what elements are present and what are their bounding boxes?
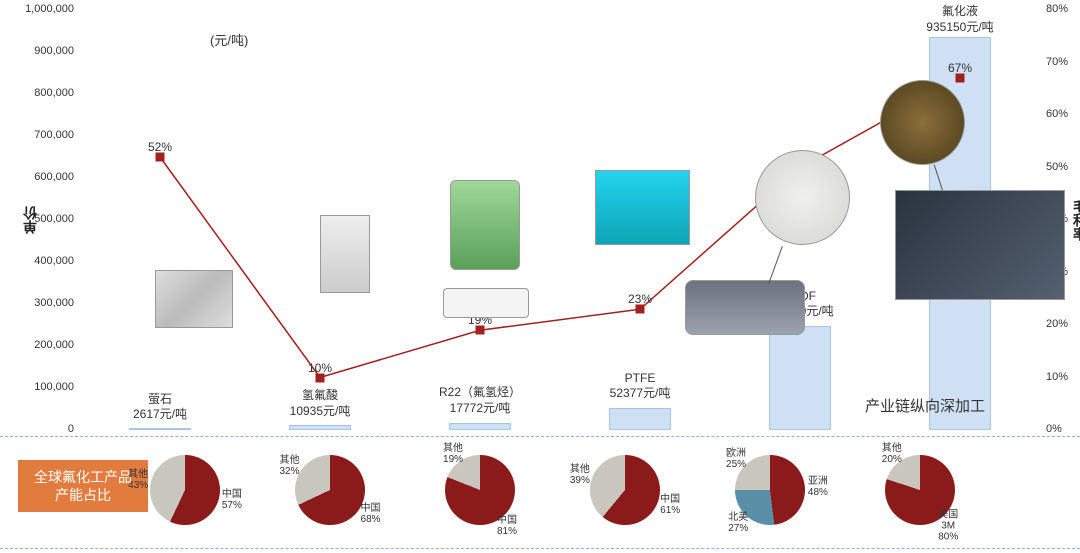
y-left-tick: 100,000 (14, 381, 74, 393)
price-bar (769, 326, 831, 430)
y-right-tick: 20% (1046, 318, 1080, 330)
margin-value-label: 23% (628, 292, 652, 306)
y-right-tick: 50% (1046, 161, 1080, 173)
y-left-tick: 600,000 (14, 171, 74, 183)
pie-slice-label: 中国61% (660, 494, 680, 516)
y-right-tick: 70% (1046, 56, 1080, 68)
product-image-pvdf-powder (755, 150, 850, 245)
pie-slice-label: 中国81% (497, 515, 517, 537)
pie-slice-label: 亚洲48% (808, 476, 828, 498)
y-left-tick: 800,000 (14, 87, 74, 99)
capacity-pie: 美国3M80%其他20% (885, 455, 955, 525)
product-image-ptfe-sheet (595, 170, 690, 245)
capacity-pie: 中国68%其他32% (295, 455, 365, 525)
y-left-tick: 700,000 (14, 129, 74, 141)
pie-slice-label: 其他20% (882, 443, 902, 465)
bar-label: 萤石2617元/吨 (90, 392, 230, 423)
capacity-pie: 中国57%其他43% (150, 455, 220, 525)
bar-label: PTFE52377元/吨 (570, 371, 710, 402)
pie-slice-label: 中国57% (222, 489, 242, 511)
capacity-pie: 中国81%其他19% (445, 455, 515, 525)
section-divider (0, 436, 1080, 437)
pie-slice-label: 其他43% (128, 469, 148, 491)
price-bar (289, 425, 351, 430)
pie-slice-label: 中国68% (361, 503, 381, 525)
pie-slice-label: 其他39% (570, 464, 590, 486)
capacity-pie: 亚洲48%北美27%欧洲25% (735, 455, 805, 525)
y-right-tick: 80% (1046, 3, 1080, 15)
pie-slice-label: 美国3M80% (938, 509, 958, 542)
y-right-tick: 60% (1046, 108, 1080, 120)
product-image-fluorite (155, 270, 233, 328)
capacity-pie: 中国61%其他39% (590, 455, 660, 525)
product-image-fluorinert-bottle (880, 80, 965, 165)
bar-label: 氢氟酸10935元/吨 (250, 388, 390, 419)
pie-section: 全球氟化工产品产能占比 中国57%其他43%中国68%其他32%中国81%其他1… (0, 440, 1080, 545)
product-image-aircon (443, 288, 529, 318)
y-left-tick: 400,000 (14, 255, 74, 267)
product-image-car (685, 280, 805, 335)
y-left-tick: 0 (14, 423, 74, 435)
y-left-tick: 500,000 (14, 213, 74, 225)
margin-value-label: 10% (308, 361, 332, 375)
margin-value-label: 67% (948, 61, 972, 75)
y-right-tick: 10% (1046, 371, 1080, 383)
y-left-tick: 1,000,000 (14, 3, 74, 15)
pie-slice-label: 北美27% (728, 512, 748, 534)
pie-slice-label: 其他32% (279, 455, 299, 477)
chain-annotation: 产业链纵向深加工 (865, 395, 985, 416)
unit-label: (元/吨) (210, 30, 248, 49)
product-image-r22-tank (450, 180, 520, 270)
pie-slice-label: 其他19% (443, 443, 463, 465)
margin-value-label: 52% (148, 140, 172, 154)
y-left-tick: 200,000 (14, 339, 74, 351)
product-image-hf-bottle (320, 215, 370, 293)
product-image-wafer-process (895, 190, 1065, 300)
bar-label: R22（氟氢烃）17772元/吨 (410, 385, 550, 416)
y-right-tick: 0% (1046, 423, 1080, 435)
price-bar (129, 428, 191, 430)
price-bar (609, 408, 671, 430)
pie-slice-label: 欧洲25% (726, 448, 746, 470)
y-left-tick: 900,000 (14, 45, 74, 57)
bottom-divider (0, 548, 1080, 549)
bar-label: 氟化液935150元/吨 (890, 4, 1030, 35)
y-left-tick: 300,000 (14, 297, 74, 309)
price-bar (449, 423, 511, 430)
